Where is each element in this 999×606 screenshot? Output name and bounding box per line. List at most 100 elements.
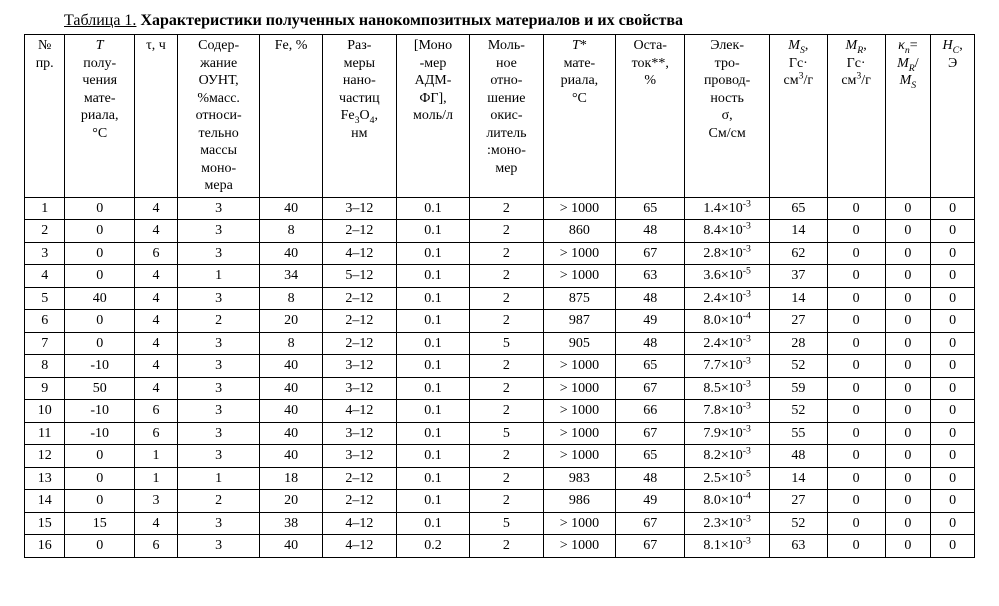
table-cell: 0 — [827, 265, 885, 288]
table-cell: 0 — [931, 422, 975, 445]
table-cell: 2 — [25, 220, 65, 243]
table-cell: 0 — [65, 310, 135, 333]
table-cell: > 1000 — [543, 242, 615, 265]
table-cell: 905 — [543, 332, 615, 355]
table-cell: 0 — [931, 242, 975, 265]
table-cell: 14 — [769, 220, 827, 243]
table-cell: 0 — [931, 355, 975, 378]
table-cell: 0 — [827, 512, 885, 535]
table-cell: 8 — [260, 332, 322, 355]
table-cell: 4 — [25, 265, 65, 288]
col-tstar: T*мате-риала,°C — [543, 35, 615, 198]
table-cell: 48 — [769, 445, 827, 468]
table-cell: 65 — [616, 445, 685, 468]
table-cell: 3 — [177, 422, 260, 445]
table-cell: 0 — [827, 422, 885, 445]
table-cell: 3 — [177, 512, 260, 535]
table-cell: 2 — [470, 197, 544, 220]
table-cell: 0 — [65, 197, 135, 220]
table-cell: 5 — [25, 287, 65, 310]
table-cell: 5 — [470, 512, 544, 535]
table-cell: 0 — [885, 445, 931, 468]
table-cell: 50 — [65, 377, 135, 400]
table-row: 204382–120.12860488.4×10-314000 — [25, 220, 975, 243]
table-cell: 3–12 — [322, 197, 396, 220]
table-cell: 14 — [769, 287, 827, 310]
table-cell: 28 — [769, 332, 827, 355]
table-cell: -10 — [65, 422, 135, 445]
table-cell: 2 — [470, 265, 544, 288]
table-cell: 0 — [827, 242, 885, 265]
table-cell: 0 — [827, 377, 885, 400]
table-cell: 2.3×10-3 — [685, 512, 770, 535]
table-cell: 5 — [470, 332, 544, 355]
page-container: Таблица 1. Характеристики полученных нан… — [0, 0, 999, 570]
table-cell: 40 — [260, 377, 322, 400]
table-cell: 2 — [470, 535, 544, 558]
table-cell: 0.1 — [396, 490, 469, 513]
table-cell: 37 — [769, 265, 827, 288]
table-cell: 987 — [543, 310, 615, 333]
table-cell: 860 — [543, 220, 615, 243]
table-cell: > 1000 — [543, 377, 615, 400]
table-cell: 55 — [769, 422, 827, 445]
table-cell: 0 — [931, 310, 975, 333]
table-cell: 0 — [885, 332, 931, 355]
table-cell: 5 — [470, 422, 544, 445]
table-cell: 0 — [931, 445, 975, 468]
table-cell: 0 — [931, 332, 975, 355]
table-cell: 0 — [65, 467, 135, 490]
caption-label: Таблица 1. — [64, 12, 136, 29]
table-cell: 3 — [177, 197, 260, 220]
table-cell: 0 — [885, 310, 931, 333]
table-cell: 12 — [25, 445, 65, 468]
table-cell: 3–12 — [322, 355, 396, 378]
table-cell: 8 — [25, 355, 65, 378]
table-cell: 49 — [616, 490, 685, 513]
table-row: 4041345–120.12> 1000633.6×10-537000 — [25, 265, 975, 288]
table-cell: 8 — [260, 287, 322, 310]
table-cell: 8.0×10-4 — [685, 490, 770, 513]
table-cell: 20 — [260, 490, 322, 513]
table-cell: 0 — [827, 445, 885, 468]
table-cell: 13 — [25, 467, 65, 490]
table-cell: 59 — [769, 377, 827, 400]
table-cell: 65 — [769, 197, 827, 220]
table-cell: 40 — [65, 287, 135, 310]
table-cell: 52 — [769, 400, 827, 423]
table-cell: 0 — [885, 422, 931, 445]
table-cell: 10 — [25, 400, 65, 423]
table-cell: 40 — [260, 355, 322, 378]
col-ount: Содер-жаниеОУНТ,%масс.относи-тельномассы… — [177, 35, 260, 198]
table-cell: 0 — [827, 400, 885, 423]
table-cell: 2–12 — [322, 467, 396, 490]
table-cell: 18 — [260, 467, 322, 490]
table-cell: 0 — [885, 467, 931, 490]
table-cell: 1 — [177, 467, 260, 490]
table-cell: 4 — [135, 197, 178, 220]
table-cell: 52 — [769, 512, 827, 535]
table-cell: 67 — [616, 422, 685, 445]
table-cell: 67 — [616, 377, 685, 400]
table-cell: 48 — [616, 332, 685, 355]
table-cell: 65 — [616, 197, 685, 220]
table-cell: 2 — [470, 287, 544, 310]
col-kn: κn=MR/MS — [885, 35, 931, 198]
table-cell: 0 — [65, 265, 135, 288]
table-cell: 0 — [827, 490, 885, 513]
table-cell: > 1000 — [543, 535, 615, 558]
table-cell: 4 — [135, 265, 178, 288]
table-cell: 14 — [25, 490, 65, 513]
table-cell: 0.1 — [396, 445, 469, 468]
table-cell: 3 — [135, 490, 178, 513]
table-cell: 48 — [616, 467, 685, 490]
table-cell: 0 — [885, 265, 931, 288]
table-cell: 11 — [25, 422, 65, 445]
table-cell: 3 — [177, 377, 260, 400]
table-cell: 3–12 — [322, 377, 396, 400]
table-cell: 0.1 — [396, 377, 469, 400]
table-cell: 0 — [885, 355, 931, 378]
table-cell: 3 — [177, 220, 260, 243]
table-cell: 8.0×10-4 — [685, 310, 770, 333]
table-cell: 1 — [135, 445, 178, 468]
